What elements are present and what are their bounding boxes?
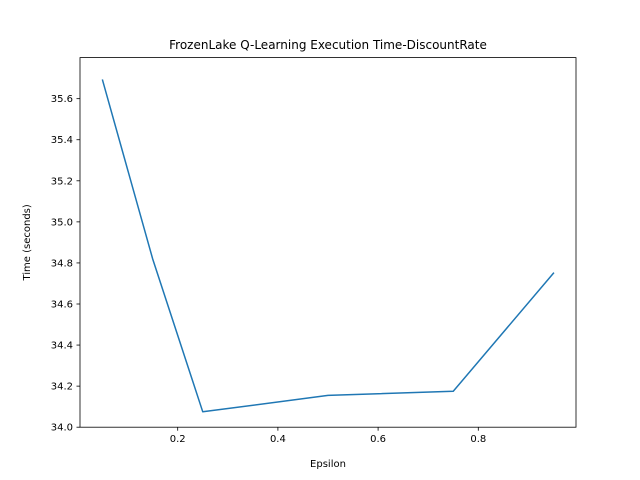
series-layer bbox=[101, 79, 555, 413]
y-tick-label-4: 34.8 bbox=[51, 258, 73, 269]
chart-title: FrozenLake Q-Learning Execution Time-Dis… bbox=[169, 38, 487, 52]
y-axis: 34.0 34.2 34.4 34.6 34.8 35.0 35.2 35.4 35.6 bbox=[51, 94, 80, 434]
x-tick-label-3: 0.8 bbox=[470, 434, 486, 445]
x-tick-label-2: 0.6 bbox=[370, 434, 386, 445]
x-axis-label: Epsilon bbox=[310, 459, 346, 470]
x-axis: 0.2 0.4 0.6 0.8 bbox=[170, 427, 486, 445]
y-tick-label-5: 35.0 bbox=[51, 217, 73, 228]
y-tick-label-2: 34.4 bbox=[51, 341, 73, 352]
x-tick-label-1: 0.4 bbox=[270, 434, 286, 445]
y-tick-label-6: 35.2 bbox=[51, 176, 73, 187]
y-tick-label-7: 35.4 bbox=[51, 135, 73, 146]
y-tick-label-8: 35.6 bbox=[51, 94, 73, 105]
y-axis-label: Time (seconds) bbox=[22, 204, 33, 281]
plot-area bbox=[80, 57, 576, 428]
y-tick-label-1: 34.2 bbox=[51, 382, 73, 393]
series-line-0 bbox=[101, 79, 555, 413]
x-tick-label-0: 0.2 bbox=[170, 434, 186, 445]
y-tick-label-3: 34.6 bbox=[51, 300, 73, 311]
plot-frame bbox=[79, 57, 577, 428]
y-tick-label-0: 34.0 bbox=[51, 423, 73, 434]
